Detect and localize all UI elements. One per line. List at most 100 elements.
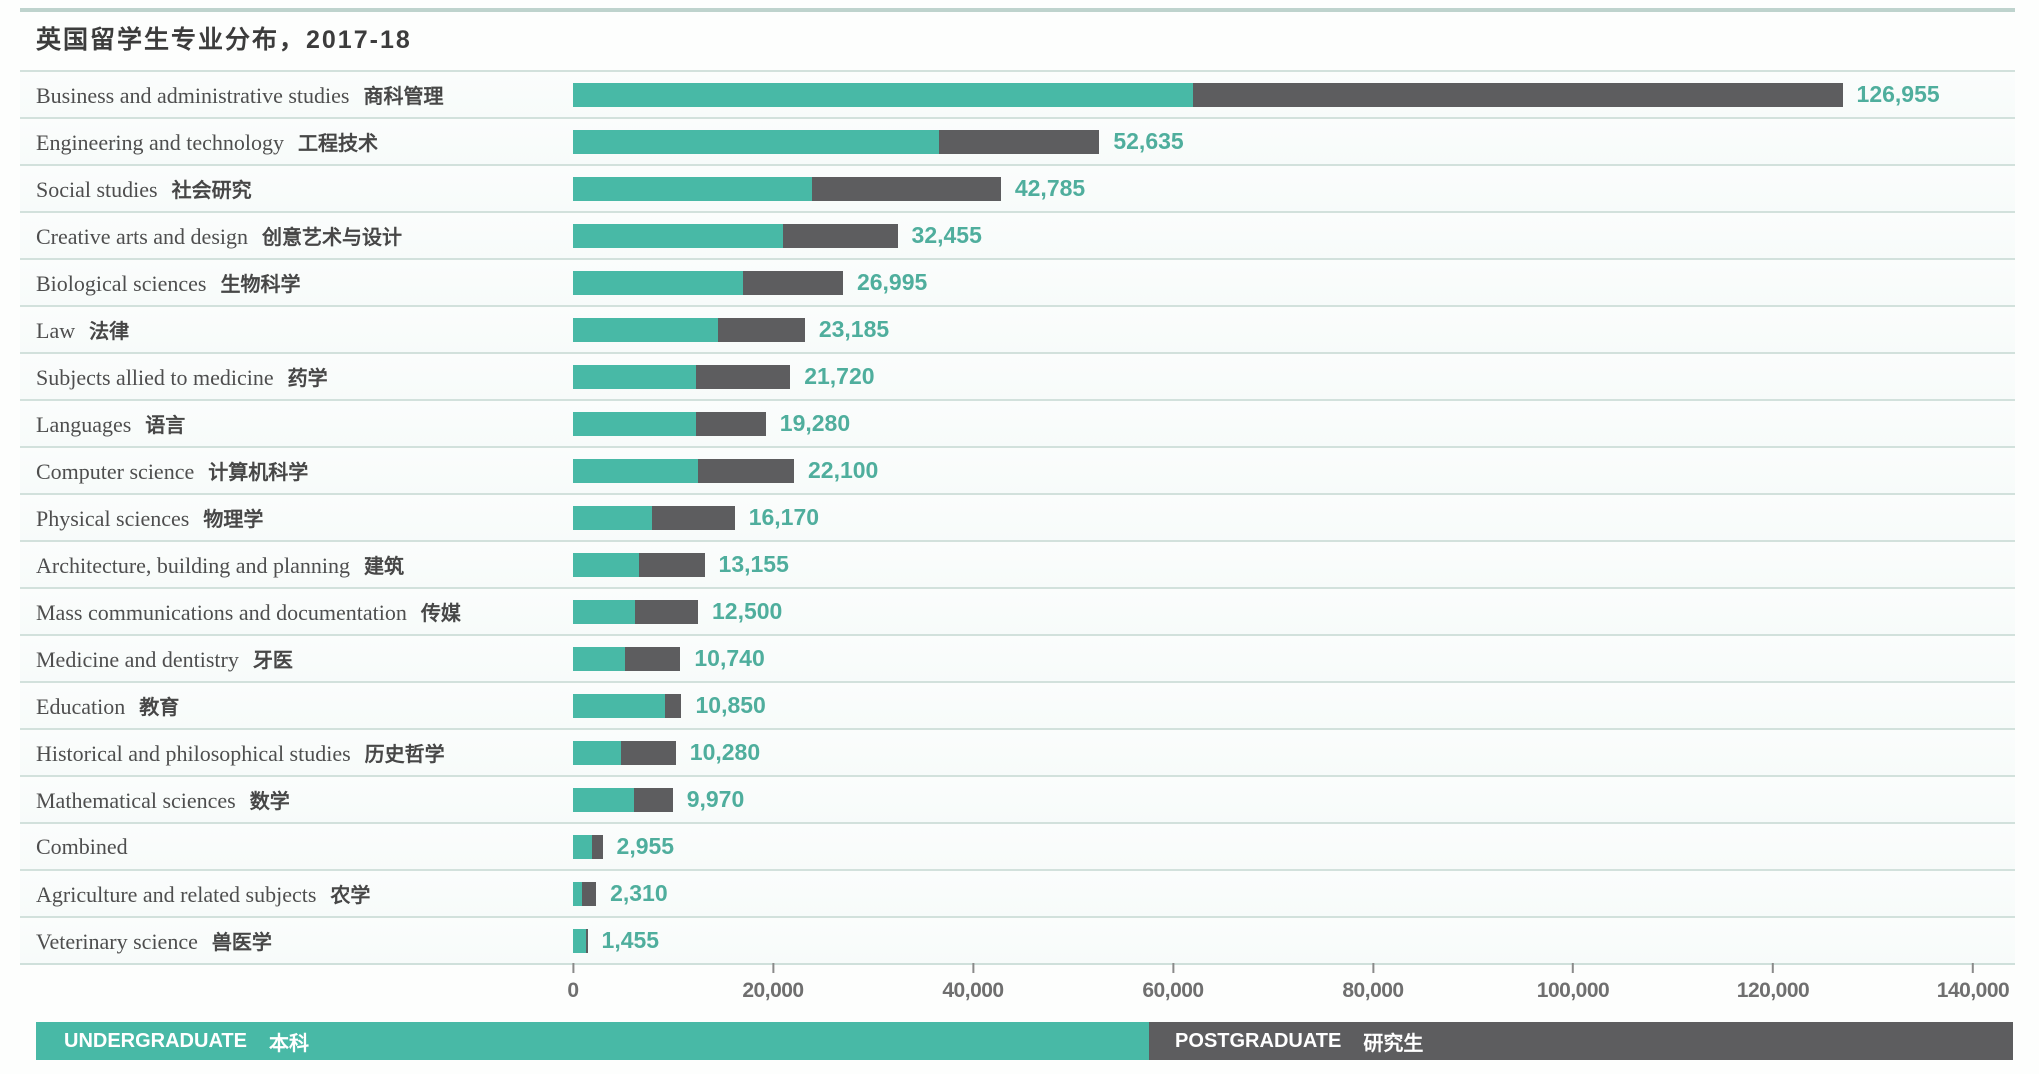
chart-title: 英国留学生专业分布，2017-18	[36, 26, 412, 54]
bar-undergraduate-segment	[573, 646, 625, 671]
x-axis: 0 20,000 40,000 60,000 80,000 100,000 12…	[0, 963, 2039, 1015]
x-axis-tick: 120,000	[1737, 963, 1810, 1003]
row-label: Medicine and dentistry 牙医	[20, 644, 573, 673]
bar-total-value: 23,185	[818, 316, 890, 342]
chart-row: Physical sciences 物理学 16,170	[20, 493, 2015, 540]
chart-row: Medicine and dentistry 牙医 10,740	[20, 634, 2015, 681]
x-axis-tick-label: 100,000	[1536, 979, 1610, 1002]
bar-postgraduate-segment	[634, 787, 673, 812]
x-axis-tick: 80,000	[1342, 963, 1404, 1003]
bar-undergraduate-segment	[573, 599, 635, 624]
row-label-en: Mathematical sciences	[36, 788, 236, 813]
bar-undergraduate-segment	[573, 693, 665, 718]
x-axis-tick: 140,000	[1936, 963, 2010, 1003]
x-axis-tick-mark	[1571, 963, 1574, 973]
legend-bar: UNDERGRADUATE 本科 POSTGRADUATE 研究生	[36, 1022, 2013, 1060]
row-label: Computer science 计算机科学	[20, 456, 573, 485]
bar-postgraduate-segment	[812, 176, 1001, 201]
bar-undergraduate-segment	[573, 129, 939, 154]
bar-total-value: 126,955	[1856, 81, 1940, 107]
row-label-en: Computer science	[36, 459, 195, 484]
bar-track: 9,970	[573, 786, 1973, 812]
bar-total-value: 2,955	[616, 833, 675, 859]
bar-postgraduate-segment	[620, 740, 676, 765]
row-label: Social studies 社会研究	[20, 174, 573, 203]
bar-track: 52,635	[573, 128, 1973, 154]
row-label-zh: 工程技术	[298, 133, 379, 155]
bar-track: 42,785	[573, 175, 1973, 201]
x-axis-tick-mark	[771, 963, 774, 973]
row-label-zh: 药学	[287, 368, 328, 390]
bar-track: 126,955	[573, 81, 1973, 107]
chart-row: Architecture, building and planning 建筑 13…	[20, 540, 2015, 587]
x-axis-tick-mark	[1971, 963, 1974, 973]
bar-postgraduate-segment	[698, 458, 794, 483]
x-axis-tick-mark	[1371, 963, 1374, 973]
chart-row: Combined 2,955	[20, 822, 2015, 869]
x-axis-line	[20, 963, 2015, 965]
bar-undergraduate-segment	[573, 552, 639, 577]
legend-postgraduate: POSTGRADUATE 研究生	[1149, 1022, 2013, 1060]
bar-postgraduate-segment	[717, 317, 805, 342]
row-label-en: Biological sciences	[36, 271, 207, 296]
row-label-en: Education	[36, 694, 126, 719]
bar-postgraduate-segment	[592, 834, 603, 859]
bar-undergraduate-segment	[573, 881, 583, 906]
chart-row: Engineering and technology 工程技术 52,635	[20, 117, 2015, 164]
row-label-zh: 农学	[330, 885, 371, 907]
bar-total-value: 12,500	[711, 598, 783, 624]
row-label-zh: 教育	[139, 697, 180, 719]
chart-row: Computer science 计算机科学 22,100	[20, 446, 2015, 493]
bar-postgraduate-segment	[696, 411, 766, 436]
row-label-zh: 兽医学	[211, 932, 272, 954]
row-label-zh: 计算机科学	[208, 462, 309, 484]
row-label-en: Architecture, building and planning	[36, 553, 351, 578]
row-label-zh: 牙医	[252, 650, 293, 672]
bar-undergraduate-segment	[573, 317, 718, 342]
x-axis-tick-label: 140,000	[1936, 979, 2010, 1002]
bar-track: 1,455	[573, 927, 1973, 953]
bar-total-value: 22,100	[807, 457, 879, 483]
row-label: Languages 语言	[20, 409, 573, 438]
bar-total-value: 2,310	[610, 880, 668, 906]
bar-total-value: 52,635	[1113, 128, 1184, 154]
bar-undergraduate-segment	[573, 834, 593, 859]
bar-track: 12,500	[573, 598, 1973, 624]
chart-row: Mass communications and documentation 传媒 …	[20, 587, 2015, 634]
x-axis-tick-label: 40,000	[942, 979, 1004, 1002]
row-label-en: Languages	[36, 412, 132, 437]
bar-undergraduate-segment	[573, 82, 1193, 107]
chart-row: Subjects allied to medicine 药学 21,720	[20, 352, 2015, 399]
row-label: Business and administrative studies 商科管理	[20, 80, 573, 109]
row-label-en: Subjects allied to medicine	[36, 365, 274, 390]
bar-track: 16,170	[573, 504, 1973, 530]
bar-undergraduate-segment	[573, 223, 783, 248]
x-axis-tick-mark	[572, 963, 574, 973]
bar-track: 32,455	[573, 222, 1973, 248]
bar-track: 26,995	[573, 269, 1973, 295]
row-label: Combined	[20, 834, 573, 860]
row-label: Law 法律	[20, 315, 573, 344]
row-label-en: Combined	[36, 833, 128, 859]
row-label-en: Mass communications and documentation	[36, 600, 407, 625]
row-label: Biological sciences 生物科学	[20, 268, 573, 297]
bar-track: 21,720	[573, 363, 1973, 389]
chart-row: Law 法律 23,185	[20, 305, 2015, 352]
bar-total-value: 42,785	[1014, 175, 1086, 201]
bar-postgraduate-segment	[652, 505, 735, 530]
row-label: Veterinary science 兽医学	[20, 926, 573, 955]
x-axis-tick: 0	[567, 963, 579, 1003]
bar-postgraduate-segment	[634, 599, 698, 624]
bar-undergraduate-segment	[573, 176, 812, 201]
chart-row: Biological sciences 生物科学 26,995	[20, 258, 2015, 305]
bar-total-value: 13,155	[718, 551, 789, 577]
x-axis-tick: 40,000	[942, 963, 1004, 1003]
row-label-zh: 商科管理	[363, 86, 444, 108]
row-label: Architecture, building and planning 建筑	[20, 550, 573, 579]
row-label-en: Engineering and technology	[36, 130, 285, 155]
row-label: Creative arts and design 创意艺术与设计	[20, 221, 573, 250]
row-label-en: Agriculture and related subjects	[36, 882, 317, 907]
row-label: Physical sciences 物理学	[20, 503, 573, 532]
chart-row: Creative arts and design 创意艺术与设计 32,455	[20, 211, 2015, 258]
